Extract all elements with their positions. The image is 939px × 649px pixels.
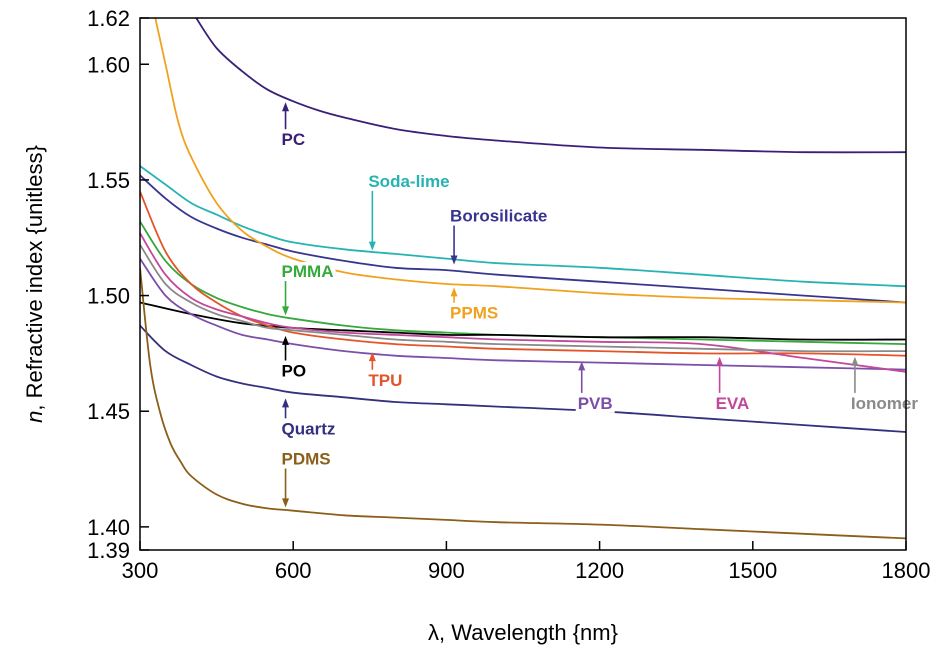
y-tick-label: 1.55 (87, 168, 130, 193)
y-tick-label: 1.62 (87, 6, 130, 31)
series-label-ionomer: Ionomer (851, 394, 918, 413)
x-tick-label: 1800 (882, 558, 931, 583)
series-label-tpu: TPU (368, 371, 402, 390)
series-line-po (140, 301, 906, 341)
series-lines (140, 18, 906, 540)
annotation-arrowhead-ionomer (851, 356, 859, 366)
y-tick-label: 1.39 (87, 538, 130, 563)
series-line-borosilicate (140, 174, 906, 304)
x-tick-label: 600 (275, 558, 312, 583)
series-label-bg (448, 303, 501, 323)
series-label-pc: PC (282, 130, 306, 149)
y-axis-title-text: , Refractive index {unitless} (22, 145, 47, 410)
annotation-arrowhead-pvb (578, 361, 586, 371)
series-label-bg (713, 393, 752, 413)
series-label-bg (279, 262, 336, 282)
series-line-pmma (140, 221, 906, 345)
annotation-arrowhead-quartz (282, 398, 290, 408)
series-label-pmma: PMMA (282, 262, 334, 281)
series-label-soda-lime: Soda-lime (368, 172, 449, 191)
series-label-bg (279, 419, 338, 439)
annotation-arrowhead-borosilicate (450, 255, 458, 265)
series-line-quartz (140, 324, 906, 433)
series-label-bg (366, 370, 405, 390)
series-line-ppms (154, 18, 906, 304)
series-line-pvb (140, 258, 906, 371)
annotation-arrowhead-pc (282, 102, 290, 112)
annotation-arrowhead-ppms (450, 287, 458, 297)
series-label-borosilicate: Borosilicate (450, 207, 547, 226)
x-tick-label: 1500 (728, 558, 777, 583)
y-axis-title: n, Refractive index {unitless} (22, 145, 47, 423)
series-label-bg (366, 171, 452, 191)
series-line-ionomer (140, 244, 906, 353)
y-axis-title-symbol: n (22, 411, 47, 423)
x-tick-label: 300 (122, 558, 159, 583)
annotation-arrowhead-pdms (282, 498, 290, 508)
annotation-arrowhead-pmma (282, 306, 290, 316)
y-tick-label: 1.40 (87, 515, 130, 540)
plot-frame (139, 17, 907, 551)
series-label-pvb: PVB (578, 394, 613, 413)
y-tick-label: 1.50 (87, 284, 130, 309)
series-label-bg (279, 130, 308, 150)
annotation-arrowhead-eva (716, 356, 724, 366)
series-line-eva (140, 232, 906, 373)
x-tick-label: 1200 (575, 558, 624, 583)
series-line-pdms (140, 267, 906, 540)
series-label-ppms: PPMS (450, 304, 498, 323)
x-axis-title: λ, Wavelength {nm} (428, 620, 618, 645)
series-label-bg (279, 361, 309, 381)
series-label-bg (279, 449, 333, 469)
annotation-arrowhead-tpu (368, 352, 376, 362)
series-label-quartz: Quartz (282, 419, 336, 438)
series-line-tpu (140, 191, 906, 357)
series-label-po: PO (282, 362, 307, 381)
series-label-bg (448, 206, 550, 226)
series-label-pdms: PDMS (282, 449, 331, 468)
annotation-arrowhead-soda-lime (368, 241, 376, 251)
series-line-soda-lime (140, 165, 906, 288)
annotation-arrowhead-po (282, 335, 290, 345)
series-label-bg (575, 393, 615, 413)
axis-ticks: 300 600 900 1200 1500 1800 1.391.40 1.45 1.50 1.5… (87, 6, 930, 583)
series-line-pc (195, 18, 906, 154)
series-label-bg (848, 393, 921, 413)
y-tick-label: 1.45 (87, 399, 130, 424)
x-tick-label: 900 (428, 558, 465, 583)
series-label-eva: EVA (716, 394, 750, 413)
y-tick-label: 1.60 (87, 52, 130, 77)
